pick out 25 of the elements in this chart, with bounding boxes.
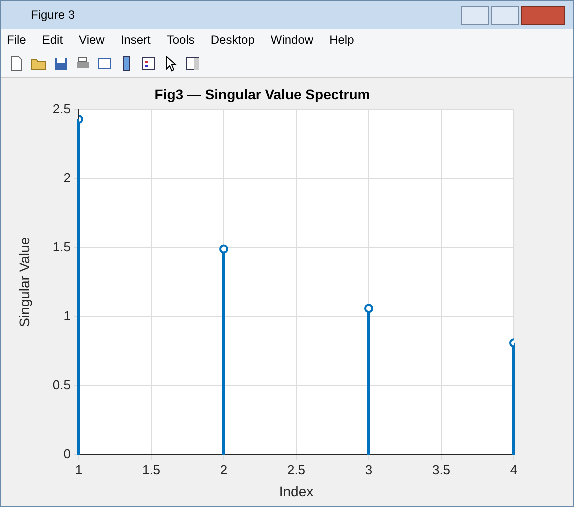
y-tick-label: 1.5 — [52, 239, 71, 254]
y-tick-label: 0 — [64, 446, 71, 462]
text: Edit — [42, 33, 64, 47]
text: File — [7, 33, 26, 47]
text: Tools — [166, 33, 195, 47]
text: Help — [330, 33, 354, 47]
y-tick-label: 1 — [64, 308, 71, 324]
x-tick-label: 1 — [75, 462, 83, 478]
x-tick-label: 2 — [220, 462, 228, 478]
x-tick-label: 1.5 — [142, 462, 161, 478]
x-tick-label: 3.5 — [432, 462, 451, 478]
y-tick-label: 2.5 — [52, 101, 71, 116]
y-tick-label: 0.5 — [52, 378, 71, 393]
text: Desktop — [210, 33, 255, 47]
x-tick-label: 4 — [510, 462, 518, 478]
x-tick-label: 2.5 — [287, 462, 306, 478]
chart-title: Fig3 — Singular Value Spectrum — [154, 86, 370, 102]
text: Window — [270, 33, 314, 47]
text: View — [79, 33, 105, 47]
x-tick-label: 3 — [365, 462, 373, 478]
x-axis-title: Index — [279, 483, 314, 500]
y-axis-title: Singular Value — [16, 237, 32, 328]
caption: Figure 3 — [31, 8, 76, 22]
y-tick-label: 2 — [64, 170, 71, 186]
text: Insert — [120, 33, 151, 47]
